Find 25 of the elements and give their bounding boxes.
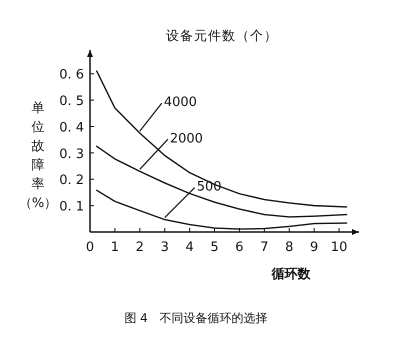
x-tick-label: 9: [310, 240, 318, 255]
y-tick-label: 0. 3: [59, 146, 84, 162]
x-tick-label: 0: [86, 240, 94, 255]
text: 4000: [164, 95, 197, 110]
line-series: [96, 146, 348, 218]
y-tick-label: 0. 4: [59, 120, 84, 136]
line-series: [96, 70, 348, 208]
x-tick-label: 6: [235, 240, 244, 255]
caption: 图 4 不同设备循环的选择: [124, 311, 268, 325]
x-tick-label: 1: [110, 240, 120, 255]
y-tick-label: 0. 1: [59, 200, 84, 215]
x-tick-label: 2: [136, 240, 144, 255]
x-axis-title: 循环数: [270, 267, 312, 282]
text: 2000: [170, 131, 203, 146]
y-axis-title: 单位故障率（%）: [18, 101, 58, 211]
x-tick-label: 7: [260, 240, 268, 255]
y-tick-label: 0. 5: [59, 94, 84, 110]
legend-title: 设备元件数（个）: [166, 29, 278, 44]
x-tick-label: 3: [160, 240, 169, 255]
x-tick-label: 10: [330, 240, 348, 255]
x-tick-label: 8: [285, 240, 294, 255]
y-tick-label: 0. 6: [59, 68, 84, 83]
x-tick-label: 5: [210, 240, 219, 255]
x-tick-label: 4: [185, 240, 194, 255]
y-tick-label: 0. 2: [59, 173, 84, 188]
